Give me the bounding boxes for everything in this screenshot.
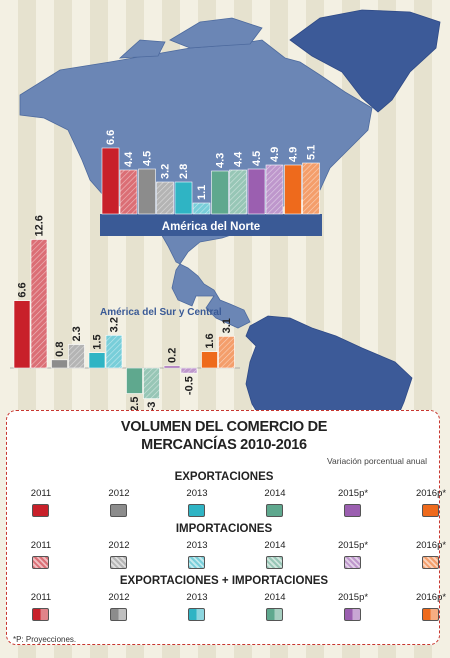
import-bar-hatch — [181, 368, 197, 374]
export-bar-2013 — [174, 181, 193, 215]
export-bar-2011 — [13, 300, 31, 369]
bar-value-label: 4.9 — [288, 147, 300, 162]
legend-year-label: 2015p* — [337, 488, 369, 499]
legend-swatch-2016p* — [422, 608, 439, 621]
legend-year-label: 2013 — [186, 540, 208, 551]
legend-year-label: 2011 — [30, 488, 52, 499]
export-bar-2014 — [126, 367, 143, 394]
legend-group-heading: EXPORTACIONES — [174, 471, 274, 483]
legend-year-label: 2013 — [186, 488, 208, 499]
legend-year-label: 2016p* — [415, 488, 447, 499]
legend-year-label: 2014 — [264, 592, 286, 603]
legend-year-label: 2013 — [186, 592, 208, 603]
legend-swatch-2015p* — [344, 504, 361, 517]
bar-value-label: 5.1 — [306, 145, 318, 160]
import-bar-hatch — [106, 335, 122, 368]
import-bar-hatch — [120, 170, 137, 214]
legend-year-label: 2014 — [264, 540, 286, 551]
bar-value-label: 4.4 — [123, 151, 135, 167]
arctic-islands — [118, 17, 263, 59]
north-chart-title: América del Norte — [162, 221, 260, 233]
south-america-bars: 6.612.60.82.31.53.2-2.5 -30.2-0.51.63.1 — [10, 215, 240, 415]
legend-swatch-2016p* — [422, 504, 439, 517]
bar-value-label: 0.2 — [167, 348, 179, 363]
legend-swatch-2014 — [266, 608, 283, 621]
bar-value-label: 4.5 — [251, 151, 263, 166]
bar-value-label: 4.3 — [215, 153, 227, 168]
legend-swatch-2013 — [188, 556, 205, 569]
import-bar-hatch — [302, 163, 320, 214]
legend-swatch-2014 — [266, 504, 283, 517]
bar-value-label: 2.8 — [178, 164, 190, 179]
bar-value-label: 2.3 — [71, 326, 83, 341]
legend-swatch-2012 — [110, 504, 127, 517]
legend-year-label: 2011 — [30, 592, 52, 603]
export-bar-2011 — [101, 147, 120, 215]
legend-swatch-2016p* — [422, 556, 439, 569]
legend-year-label: 2015p* — [337, 540, 369, 551]
legend-group-heading: EXPORTACIONES + IMPORTACIONES — [119, 575, 329, 587]
legend-title-line2: MERCANCÍAS 2010-2016 — [141, 437, 307, 453]
north-chart-label-band — [100, 214, 322, 236]
bar-value-label: 4.4 — [233, 151, 245, 167]
bar-value-label: 6.6 — [17, 282, 29, 297]
legend-year-label: 2012 — [108, 488, 130, 499]
legend-year-label: 2012 — [108, 540, 130, 551]
greenland-map — [289, 9, 441, 113]
bar-value-label: 1.6 — [204, 333, 216, 348]
legend-swatch-2012 — [110, 608, 127, 621]
legend-year-label: 2016p* — [415, 592, 447, 603]
import-bar-hatch — [156, 182, 174, 214]
bar-value-label: 4.9 — [269, 147, 281, 162]
legend-swatch-2015p* — [344, 556, 361, 569]
bar-value-label: 1.1 — [196, 185, 208, 200]
import-bar-hatch — [68, 344, 85, 368]
export-bar-2016p* — [284, 164, 302, 215]
export-bar-2013 — [88, 352, 106, 369]
bar-value-label: 3.1 — [221, 318, 233, 333]
legend-year-label: 2015p* — [337, 592, 369, 603]
bar-value-label: -3 — [146, 402, 158, 412]
legend-title-line1: VOLUMEN DEL COMERCIO DE — [120, 419, 328, 435]
export-bar-2015p* — [247, 168, 266, 215]
legend-swatch-2011 — [32, 504, 49, 517]
import-bar-hatch — [31, 239, 47, 368]
legend-swatch-2014 — [266, 556, 283, 569]
legend-subtitle: Variación porcentual anual — [326, 456, 427, 466]
north-america-bars: 6.6 4.4 4.5 3.2 2.8 1.1 4.3 4.4 4.5 4.9 4.9 5.1 — [101, 130, 320, 215]
import-bar-hatch — [266, 165, 283, 214]
export-bar-2014 — [211, 170, 229, 215]
import-bar-hatch — [193, 203, 210, 214]
legend-panel: VOLUMEN DEL COMERCIO DE MERCANCÍAS 2010-… — [6, 410, 446, 645]
bar-value-label: 3.2 — [109, 317, 121, 332]
import-bar-hatch — [229, 170, 247, 214]
projection-note: *P: Proyecciones. — [13, 635, 77, 644]
legend-year-label: 2014 — [264, 488, 286, 499]
bar-value-label: 12.6 — [34, 215, 46, 236]
bar-value-label: -0.5 — [184, 376, 196, 395]
import-bar-hatch — [218, 336, 235, 368]
legend-swatch-2013 — [188, 504, 205, 517]
legend-swatch-2011 — [32, 608, 49, 621]
export-bar-2015p* — [163, 365, 181, 369]
legend-group-heading: IMPORTACIONES — [175, 523, 273, 535]
legend-swatch-2012 — [110, 556, 127, 569]
bar-value-label: 6.6 — [105, 130, 117, 145]
legend-year-label: 2016p* — [415, 540, 447, 551]
legend-year-label: 2011 — [30, 540, 52, 551]
export-bar-2012 — [138, 168, 156, 215]
legend-swatch-2015p* — [344, 608, 361, 621]
export-bar-2012 — [51, 359, 68, 369]
bar-value-label: 3.2 — [160, 164, 172, 179]
bar-value-label: 4.5 — [142, 151, 154, 166]
legend-year-label: 2012 — [108, 592, 130, 603]
bar-value-label: 1.5 — [92, 334, 104, 349]
south-chart-title: América del Sur y Central — [100, 307, 222, 318]
bar-value-label: 0.8 — [54, 342, 66, 357]
export-bar-2016p* — [201, 351, 218, 369]
legend-swatch-2013 — [188, 608, 205, 621]
legend-swatch-2011 — [32, 556, 49, 569]
import-bar-hatch — [143, 368, 160, 399]
